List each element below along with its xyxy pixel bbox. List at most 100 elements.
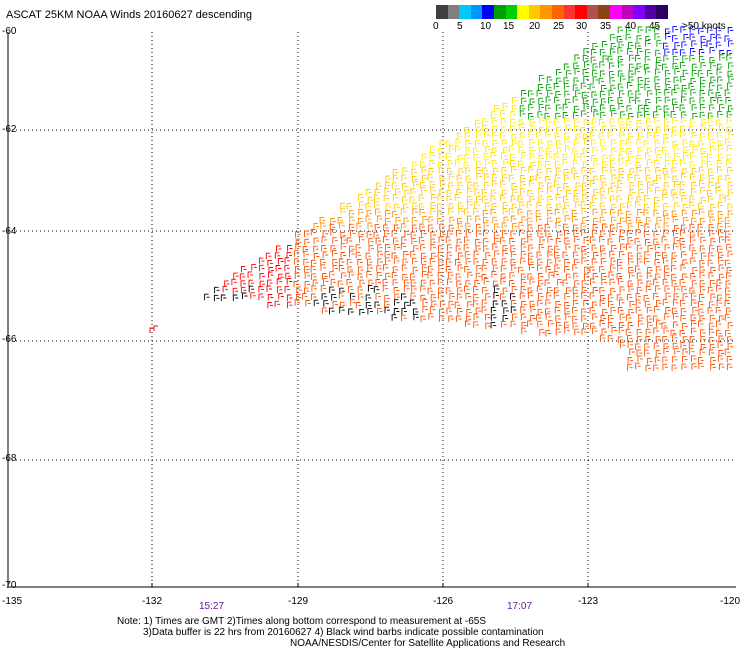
wind-barb (284, 264, 290, 272)
wind-barb (278, 273, 284, 281)
wind-barb (510, 251, 517, 258)
wind-barb (679, 330, 686, 337)
wind-barb (626, 26, 632, 34)
wind-barb (616, 223, 623, 230)
wind-barb (348, 308, 354, 315)
wind-barb (718, 145, 724, 152)
wind-barb (646, 306, 653, 314)
wind-barb (627, 201, 633, 209)
wind-barb (348, 286, 354, 293)
wind-barb (483, 222, 490, 229)
wind-barb (645, 286, 652, 293)
wind-barb (421, 264, 428, 271)
wind-barb (618, 154, 624, 161)
wind-barb (519, 110, 526, 117)
wind-barb (710, 97, 716, 104)
wind-barb (698, 140, 704, 147)
wind-barb (474, 201, 480, 209)
wind-barb (411, 176, 418, 183)
wind-barb (627, 252, 634, 259)
wind-barb (618, 118, 624, 125)
wind-barb (456, 132, 463, 140)
wind-barb (510, 320, 517, 328)
wind-barb (697, 202, 704, 210)
wind-barb (438, 292, 444, 299)
wind-barb (681, 96, 687, 103)
wind-barb (473, 293, 479, 301)
wind-barb (500, 180, 506, 188)
wind-barb (521, 152, 527, 159)
wind-barb (708, 175, 715, 182)
wind-barb (727, 182, 734, 189)
wind-barb (366, 189, 372, 196)
wind-barb (682, 203, 689, 211)
wind-barb (593, 188, 599, 196)
wind-barb (482, 258, 489, 266)
wind-barb (654, 187, 661, 194)
wind-barb (517, 195, 524, 202)
wind-barb (609, 77, 615, 84)
wind-barb (611, 203, 617, 211)
wind-barb (346, 258, 353, 266)
lat-label: -60 (2, 26, 17, 37)
wind-barb (617, 278, 624, 285)
wind-barb (564, 308, 570, 315)
wind-barb (573, 139, 580, 146)
wind-barb (689, 140, 696, 148)
wind-barb (349, 250, 355, 258)
wind-barb (420, 315, 427, 323)
wind-barb (709, 47, 715, 54)
wind-barb (581, 246, 587, 253)
wind-barb (581, 280, 588, 287)
wind-barb (662, 189, 668, 196)
wind-barb (484, 181, 490, 189)
wind-barb (575, 133, 581, 141)
wind-barb (233, 272, 239, 280)
wind-barb (699, 294, 705, 301)
wind-barb (431, 300, 437, 308)
wind-barb (454, 194, 461, 201)
wind-barb (654, 306, 660, 313)
wind-barb (341, 236, 347, 244)
wind-barb (547, 217, 553, 225)
wind-barb (555, 112, 561, 120)
wind-barb (573, 62, 579, 69)
wind-barb (449, 216, 455, 224)
wind-barb (527, 320, 533, 327)
wind-barb (646, 315, 653, 322)
wind-barb (565, 145, 571, 153)
wind-barb (394, 203, 400, 211)
wind-barb (727, 82, 733, 90)
wind-barb (580, 222, 587, 230)
wind-barb (294, 258, 300, 265)
wind-barb (404, 285, 410, 292)
wind-barb (491, 117, 498, 124)
wind-barb (645, 328, 652, 336)
wind-barb (715, 91, 722, 99)
wind-barb (671, 273, 677, 281)
wind-barb (637, 355, 643, 362)
wind-barb (268, 271, 274, 279)
wind-barb (619, 286, 626, 293)
wind-barb (295, 294, 302, 301)
wind-barb (681, 111, 687, 118)
wind-barb (247, 271, 254, 278)
wind-barb (584, 273, 590, 280)
wind-barb (656, 320, 662, 327)
wind-barb (662, 278, 669, 286)
wind-barb (330, 218, 336, 225)
wind-barb (617, 97, 623, 104)
wind-barb (690, 89, 696, 96)
wind-barb (646, 187, 653, 194)
wind-barb (671, 98, 678, 106)
wind-barb (636, 120, 642, 127)
colorbar-swatch (528, 5, 541, 19)
wind-barb (295, 238, 302, 246)
wind-barb (572, 96, 579, 103)
wind-barb (672, 126, 678, 133)
wind-barb (653, 315, 659, 323)
wind-barb (572, 286, 579, 294)
wind-barb (510, 258, 516, 266)
wind-barb (665, 77, 671, 85)
